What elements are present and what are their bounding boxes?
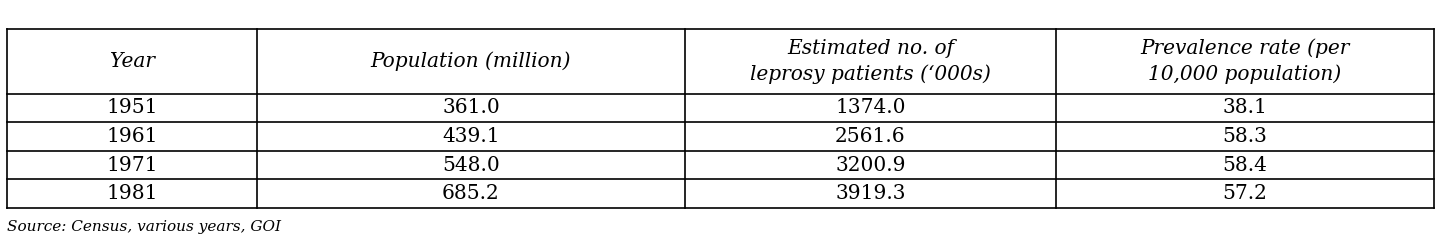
Text: 2561.6: 2561.6	[835, 127, 905, 146]
Text: 3200.9: 3200.9	[835, 156, 905, 175]
Text: 38.1: 38.1	[1223, 98, 1267, 117]
Text: Source: Census, various years, GOI: Source: Census, various years, GOI	[7, 220, 282, 234]
Text: 439.1: 439.1	[443, 127, 500, 146]
Text: 1971: 1971	[106, 156, 158, 175]
Text: Prevalence rate (per
10,000 population): Prevalence rate (per 10,000 population)	[1141, 38, 1349, 84]
Text: 1951: 1951	[106, 98, 158, 117]
Text: 58.3: 58.3	[1223, 127, 1267, 146]
Text: 57.2: 57.2	[1223, 184, 1267, 203]
Text: 1961: 1961	[106, 127, 158, 146]
Text: 1374.0: 1374.0	[835, 98, 905, 117]
Text: Estimated no. of
leprosy patients (‘000s): Estimated no. of leprosy patients (‘000s…	[750, 39, 992, 84]
Text: 3919.3: 3919.3	[835, 184, 905, 203]
Text: Year: Year	[109, 52, 155, 71]
Text: 1981: 1981	[106, 184, 158, 203]
Text: 548.0: 548.0	[443, 156, 500, 175]
Text: 361.0: 361.0	[443, 98, 500, 117]
Text: 58.4: 58.4	[1223, 156, 1267, 175]
Text: Population (million): Population (million)	[371, 52, 570, 71]
Text: 685.2: 685.2	[443, 184, 500, 203]
